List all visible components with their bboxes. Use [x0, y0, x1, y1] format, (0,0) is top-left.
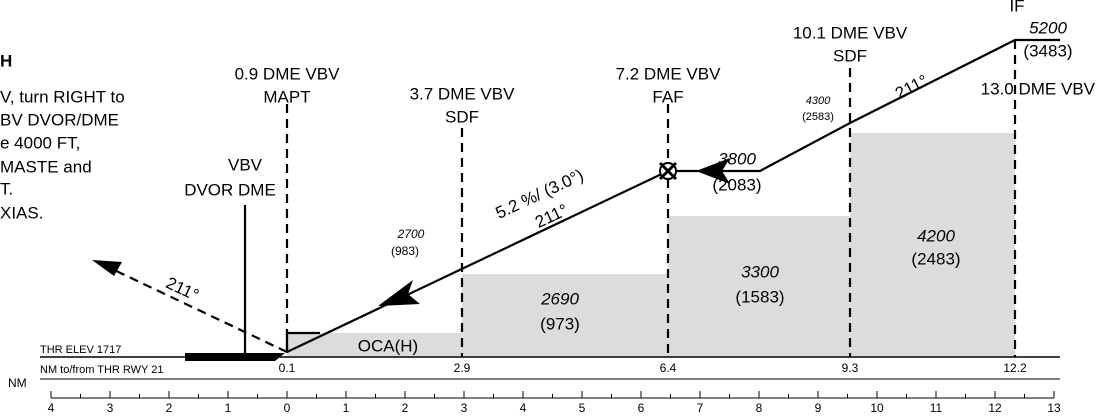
briefing-line: BV DVOR/DME [0, 110, 119, 129]
scale-label: 9 [815, 401, 822, 415]
segment-area [668, 216, 850, 357]
altitude: 3800 [718, 149, 756, 168]
track-label: 211° [163, 273, 202, 305]
scale-unit: NM [8, 376, 27, 390]
briefing-line: T. [0, 179, 13, 198]
fix-range: 2.9 [454, 361, 471, 375]
scale-label: 6 [638, 401, 645, 415]
scale-label: 7 [697, 401, 704, 415]
scale-label: 0 [284, 401, 291, 415]
height: (2583) [802, 111, 834, 123]
scale-label: 11 [930, 401, 943, 415]
fix-dme: 10.1 DME VBV [793, 23, 908, 42]
scale-label: 12 [988, 401, 1002, 415]
scale-label: 3 [107, 401, 114, 415]
fix-range: 12.2 [1003, 361, 1027, 375]
fix-dme: 3.7 DME VBV [410, 84, 516, 103]
navaid-label: VBV [228, 155, 263, 174]
missed-arrow [92, 260, 122, 276]
navaid-label: DVOR DME [184, 180, 276, 199]
fix-range: 0.1 [279, 361, 296, 375]
briefing-line: H [0, 51, 12, 70]
fix-role: IF [1009, 0, 1024, 15]
segment-height: (1583) [735, 287, 784, 306]
altitude: 2700 [397, 227, 425, 241]
fix-role: FAF [652, 87, 683, 106]
briefing-line: XIAS. [0, 203, 43, 222]
path-arrow [696, 158, 730, 184]
scale-label: 1 [225, 401, 232, 415]
briefing-line: MASTE and [0, 157, 92, 176]
segment-area [462, 274, 668, 357]
height: (3483) [1023, 41, 1072, 60]
segment-altitude: 4200 [917, 226, 955, 245]
scale-label: 8 [756, 401, 763, 415]
scale-label: 3 [461, 401, 468, 415]
fix-role: MAPT [263, 87, 310, 106]
altitude: 5200 [1029, 18, 1067, 37]
scale-label: 13 [1047, 401, 1061, 415]
height: (2083) [712, 175, 761, 194]
path-arrow [378, 280, 420, 306]
scale-label: 4 [520, 401, 527, 415]
fix-role: SDF [445, 107, 479, 126]
nm-scale: 4 3 2 1 0 1 2 3 4 5 6 7 8 9 10 11 12 13 [48, 391, 1061, 415]
fix-dme: 13.0 DME VBV [981, 79, 1096, 98]
fix-range: 6.4 [660, 361, 677, 375]
scale-label: 2 [166, 401, 173, 415]
scale-label: 10 [870, 401, 884, 415]
segment-height: (2483) [911, 249, 960, 268]
fix-role: SDF [833, 46, 867, 65]
briefing-line: V, turn RIGHT to [0, 87, 125, 106]
scale-label: 4 [48, 401, 55, 415]
oca-step [285, 331, 320, 352]
segment-altitude: 2690 [540, 289, 579, 308]
segment-area [850, 133, 1015, 357]
briefing-line: e 4000 FT, [0, 133, 80, 152]
height: (983) [391, 244, 419, 258]
track-label: 211° [892, 71, 931, 103]
briefing: H V, turn RIGHT to BV DVOR/DME e 4000 FT… [0, 51, 125, 222]
oca-label: OCA(H) [358, 336, 418, 355]
scale-label: 2 [402, 401, 409, 415]
scale-label: 5 [579, 401, 586, 415]
fix-dme: 7.2 DME VBV [616, 64, 722, 83]
thr-elev: THR ELEV 1717 [40, 344, 121, 356]
segment-altitude: 3300 [741, 262, 779, 281]
distance-caption: NM to/from THR RWY 21 [40, 364, 163, 376]
segment-height: (973) [540, 314, 580, 333]
altitude: 4300 [806, 95, 831, 107]
fix-dme: 0.9 DME VBV [235, 64, 341, 83]
approach-path [286, 38, 1060, 353]
fix-range: 9.3 [842, 361, 859, 375]
faf-symbol [658, 161, 678, 181]
scale-label: 1 [343, 401, 350, 415]
missed-approach [109, 267, 288, 353]
